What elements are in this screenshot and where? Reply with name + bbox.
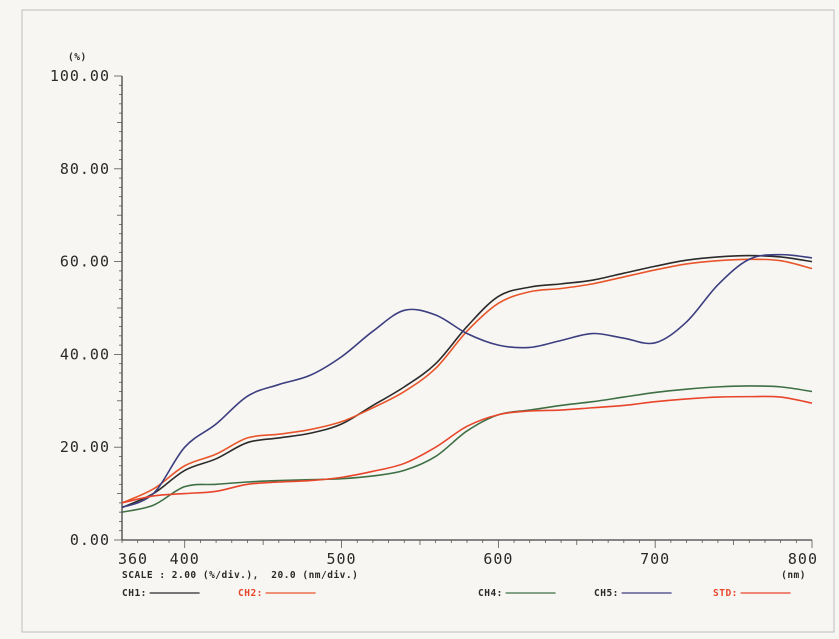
x-tick-label: 800 bbox=[788, 550, 818, 568]
legend-label: CH1: bbox=[122, 588, 147, 599]
outer-border bbox=[21, 9, 835, 633]
y-tick-label: 0.00 bbox=[70, 531, 110, 549]
ticks: 0.00 20.00 40.00 60.00 80.00 100.00 360 400 500 6… bbox=[50, 67, 818, 568]
x-tick-label: 500 bbox=[326, 550, 356, 568]
series-line-ch2 bbox=[121, 258, 813, 504]
y-tick-label: 80.00 bbox=[60, 160, 110, 178]
legend-label: CH5: bbox=[594, 588, 619, 599]
axes bbox=[121, 76, 812, 541]
legend-label: CH4: bbox=[478, 588, 503, 599]
series-line-ch5 bbox=[121, 253, 813, 509]
scale-text: SCALE : 2.00 (%/div.), 20.0 (nm/div.) bbox=[122, 570, 358, 581]
y-tick-label: 100.00 bbox=[50, 67, 110, 85]
x-axis-unit: (nm) bbox=[781, 570, 806, 581]
y-tick-label: 20.00 bbox=[60, 438, 110, 456]
x-tick-label: 400 bbox=[170, 550, 200, 568]
series-line-std bbox=[121, 395, 813, 504]
x-tick-label: 700 bbox=[640, 550, 670, 568]
y-tick-label: 60.00 bbox=[60, 253, 110, 271]
x-tick-label: 360 bbox=[118, 550, 148, 568]
series-line-ch1 bbox=[121, 254, 813, 509]
y-tick-label: 40.00 bbox=[60, 345, 110, 363]
series-line-ch4 bbox=[121, 385, 813, 513]
x-tick-label: 600 bbox=[483, 550, 513, 568]
legend-label: STD: bbox=[713, 588, 738, 599]
legend: CH1: CH2: CH4: CH5: STD: bbox=[122, 588, 791, 599]
y-axis-unit: (%) bbox=[68, 52, 87, 63]
series-lines bbox=[121, 253, 813, 513]
legend-label: CH2: bbox=[238, 588, 263, 599]
